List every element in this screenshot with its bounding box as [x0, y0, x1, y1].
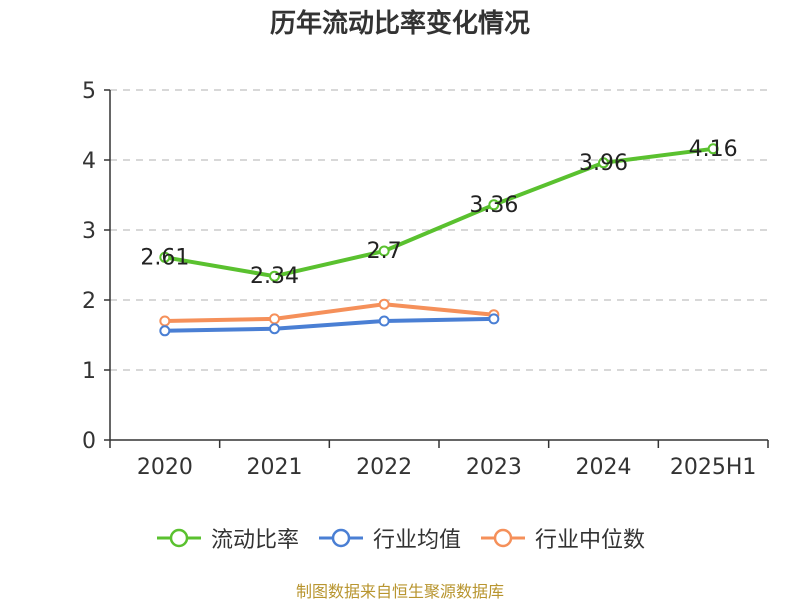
series-lines — [159, 143, 719, 337]
legend-marker-circle — [169, 528, 189, 548]
data-point — [159, 315, 171, 327]
y-tick-label: 5 — [82, 79, 96, 104]
y-tick-label: 2 — [82, 289, 96, 314]
y-tick-label: 1 — [82, 359, 96, 384]
data-label: 2.7 — [367, 239, 402, 264]
legend-item-industry-median[interactable]: 行业中位数 — [479, 522, 645, 554]
data-point — [378, 245, 390, 257]
legend-marker-circle — [493, 528, 513, 548]
data-label: 3.96 — [579, 151, 628, 176]
legend: 流动比率 行业均值 行业中位数 — [0, 520, 800, 556]
y-tick-label: 3 — [82, 219, 96, 244]
data-point — [378, 298, 390, 310]
legend-line-marker-icon — [318, 528, 363, 548]
data-point — [598, 157, 609, 169]
x-tick-label: 2020 — [137, 455, 193, 480]
data-point — [269, 313, 280, 325]
data-point — [707, 143, 719, 155]
x-tick-label: 2021 — [247, 455, 303, 480]
legend-label-industry-mean: 行业均值 — [372, 528, 461, 553]
source-note: 制图数据来自恒生聚源数据库 — [295, 582, 504, 601]
x-tick-label: 2024 — [576, 455, 632, 480]
legend-item-industry-mean[interactable]: 行业均值 — [317, 522, 461, 554]
axes: 0 1 2 3 4 5 2020 2021 2022 2023 2024 2025H1 — [82, 79, 769, 480]
data-point — [159, 325, 171, 337]
data-label: 2.61 — [140, 245, 189, 270]
data-point — [488, 313, 500, 325]
legend-label-industry-median: 行业中位数 — [535, 528, 646, 553]
data-point — [378, 315, 390, 327]
data-label: 4.16 — [689, 137, 738, 162]
y-tick-label: 0 — [82, 429, 96, 454]
x-tick-label: 2023 — [466, 455, 522, 480]
data-point — [269, 270, 280, 282]
data-label: 3.36 — [469, 193, 518, 218]
x-tick-label: 2025H1 — [670, 455, 757, 480]
series-line-2 — [162, 302, 496, 323]
legend-marker-circle — [331, 528, 351, 548]
series-line-0 — [162, 146, 716, 279]
data-point — [159, 251, 171, 263]
x-tick-label: 2022 — [356, 455, 412, 480]
data-point — [269, 323, 280, 335]
legend-label-current-ratio: 流动比率 — [210, 528, 299, 553]
data-labels: 2.61 2.34 2.7 3.36 3.96 4.16 — [140, 137, 737, 289]
data-point — [488, 199, 500, 211]
legend-line-marker-icon — [156, 528, 201, 548]
data-label: 2.34 — [250, 264, 299, 289]
series-line-1 — [162, 316, 496, 333]
legend-item-current-ratio[interactable]: 流动比率 — [155, 522, 299, 554]
legend-line-marker-icon — [481, 528, 525, 548]
y-tick-label: 4 — [82, 149, 96, 174]
chart-title: 历年流动比率变化情况 — [269, 9, 530, 39]
